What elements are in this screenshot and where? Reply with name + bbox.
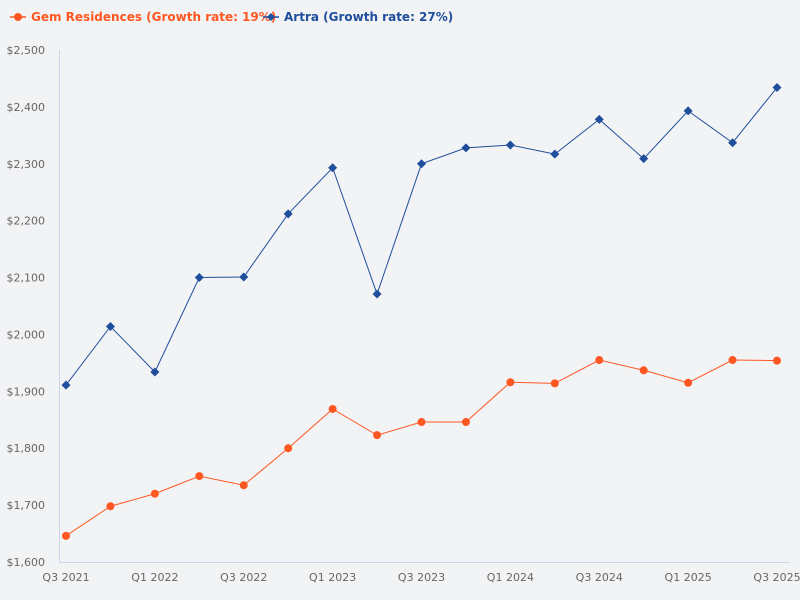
data-point[interactable] [328,404,337,413]
data-point[interactable] [372,289,382,299]
data-point[interactable] [550,379,559,388]
data-point[interactable] [728,138,738,148]
y-tick-label: $2,200 [7,215,46,228]
series-0 [62,356,781,540]
data-point[interactable] [728,356,737,365]
data-point[interactable] [62,531,70,540]
data-point[interactable] [684,378,693,387]
x-tick-label: Q1 2024 [487,571,534,584]
y-tick-label: $2,000 [7,328,46,341]
y-tick-label: $2,500 [7,44,46,57]
data-point[interactable] [150,489,159,498]
data-point[interactable] [194,273,204,283]
data-point[interactable] [61,380,71,390]
data-point[interactable] [417,418,426,427]
y-tick-label: $1,600 [7,556,46,569]
x-tick-label: Q1 2022 [131,571,178,584]
data-point[interactable] [506,378,515,387]
data-point[interactable] [639,366,648,375]
circle-marker-icon [14,13,22,21]
y-axis-ticks: $1,600 $1,700 $1,800 $1,900 $2,000 $2,100 $2,2… [7,44,46,569]
legend-item-gem-residences[interactable]: Gem Residences (Growth rate: 19%) [10,10,276,24]
data-point[interactable] [239,481,248,490]
data-point[interactable] [595,356,604,365]
y-tick-label: $1,700 [7,499,46,512]
x-tick-label: Q1 2025 [665,571,712,584]
legend-item-artra[interactable]: Artra (Growth rate: 27%) [263,10,453,24]
data-point[interactable] [772,83,782,93]
y-tick-label: $1,800 [7,442,46,455]
data-point[interactable] [461,418,470,427]
data-point[interactable] [105,321,115,331]
data-point[interactable] [106,502,115,511]
data-point[interactable] [328,163,338,173]
series-line [65,87,778,386]
data-point[interactable] [373,431,382,440]
x-axis-ticks: Q3 2021 Q1 2022 Q3 2022 Q1 2023 Q3 2023 Q1 20… [42,571,800,584]
series-line [65,359,778,537]
data-point[interactable] [683,106,693,116]
data-point[interactable] [150,367,160,377]
legend: Gem Residences (Growth rate: 19%) Artra … [10,10,453,24]
series-1 [61,83,782,390]
data-point[interactable] [639,154,649,164]
data-point[interactable] [239,272,249,282]
data-point[interactable] [773,356,781,365]
diamond-marker-icon [267,13,275,21]
x-tick-label: Q3 2021 [42,571,89,584]
data-point[interactable] [417,159,426,169]
data-point[interactable] [283,209,293,219]
y-tick-label: $2,400 [7,101,46,114]
data-point[interactable] [195,472,204,481]
y-tick-label: $1,900 [7,385,46,398]
series-layer [61,83,782,540]
data-point[interactable] [505,140,515,150]
x-tick-label: Q3 2025 [753,571,800,584]
x-tick-label: Q3 2024 [576,571,623,584]
x-tick-label: Q3 2022 [220,571,267,584]
legend-label: Gem Residences (Growth rate: 19%) [31,10,276,24]
y-tick-label: $2,100 [7,272,46,285]
y-tick-label: $2,300 [7,158,46,171]
data-point[interactable] [594,114,604,124]
legend-label: Artra (Growth rate: 27%) [284,10,453,24]
data-point[interactable] [284,444,293,453]
x-tick-label: Q3 2023 [398,571,445,584]
data-point[interactable] [461,143,471,153]
x-tick-label: Q1 2023 [309,571,356,584]
data-point[interactable] [550,149,560,159]
